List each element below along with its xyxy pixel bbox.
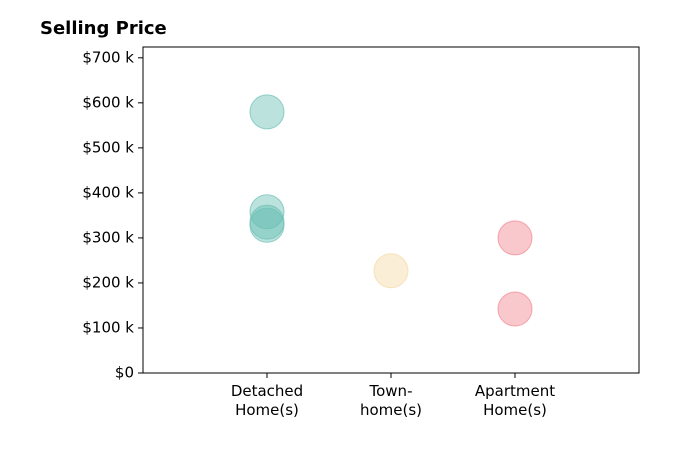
x-tick-label: Detached Home(s) xyxy=(230,382,304,419)
chart-title: Selling Price xyxy=(40,18,167,39)
y-tick-label: $700 k xyxy=(82,48,134,66)
y-tick-label: $500 k xyxy=(82,138,134,156)
point xyxy=(497,291,533,327)
point xyxy=(249,207,285,243)
y-tick-label: $400 k xyxy=(82,183,134,201)
point xyxy=(249,94,285,130)
y-tick-label: $0 xyxy=(115,364,134,382)
y-tick-label: $600 k xyxy=(82,93,134,111)
y-tick-label: $100 k xyxy=(82,318,134,336)
x-tick-label: Town- home(s) xyxy=(359,382,423,419)
y-tick-label: $300 k xyxy=(82,228,134,246)
point xyxy=(249,194,285,230)
x-tick-label: Apartment Home(s) xyxy=(474,382,556,419)
plot-frame xyxy=(142,46,640,374)
y-tick-label: $200 k xyxy=(82,273,134,291)
point xyxy=(497,220,533,256)
point xyxy=(373,253,409,289)
